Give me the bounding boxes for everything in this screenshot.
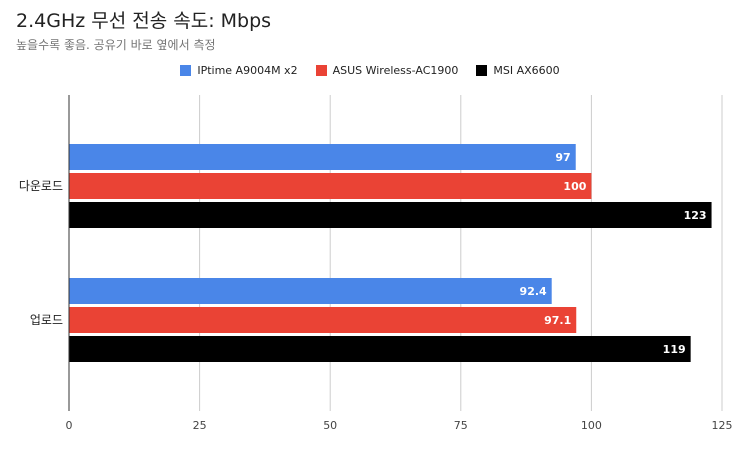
chart-title: 2.4GHz 무선 전송 속도: Mbps — [16, 10, 272, 32]
chart-subtitle: 높을수록 좋음. 공유기 바로 옆에서 측정 — [16, 38, 216, 52]
x-tick-label-25: 25 — [193, 419, 207, 432]
bar-series1-cat0[interactable] — [69, 173, 592, 199]
data-label-series2-cat0: 123 — [684, 209, 707, 222]
legend-label-msi: MSI AX6600 — [493, 64, 560, 77]
x-tick-label-50: 50 — [323, 419, 337, 432]
legend-item-msi[interactable]: MSI AX6600 — [476, 64, 560, 77]
legend-label-iptime: IPtime A9004M x2 — [197, 64, 298, 77]
data-label-series1-cat0: 100 — [563, 180, 586, 193]
x-tick-label-100: 100 — [581, 419, 602, 432]
category-label-0: 다운로드 — [19, 179, 63, 193]
category-label-1: 업로드 — [30, 313, 63, 327]
legend-item-asus[interactable]: ASUS Wireless-AC1900 — [315, 64, 459, 77]
x-tick-label-75: 75 — [454, 419, 468, 432]
chart-legend: IPtime A9004M x2 ASUS Wireless-AC1900 MS… — [0, 64, 740, 77]
data-label-series0-cat1: 92.4 — [520, 285, 547, 298]
data-label-series0-cat0: 97 — [555, 151, 570, 164]
bar-series2-cat0[interactable] — [69, 202, 712, 228]
legend-label-asus: ASUS Wireless-AC1900 — [332, 64, 459, 77]
x-tick-label-125: 125 — [712, 419, 733, 432]
bar-series0-cat0[interactable] — [69, 144, 576, 170]
legend-swatch-msi — [476, 65, 488, 76]
bar-series1-cat1[interactable] — [69, 307, 577, 333]
legend-swatch-asus — [315, 65, 327, 76]
x-tick-label-0: 0 — [66, 419, 73, 432]
bar-series0-cat1[interactable] — [69, 278, 552, 304]
legend-swatch-iptime — [180, 65, 192, 76]
legend-item-iptime[interactable]: IPtime A9004M x2 — [180, 64, 298, 77]
bar-series2-cat1[interactable] — [69, 336, 691, 362]
data-label-series1-cat1: 97.1 — [544, 314, 571, 327]
data-label-series2-cat1: 119 — [663, 343, 686, 356]
